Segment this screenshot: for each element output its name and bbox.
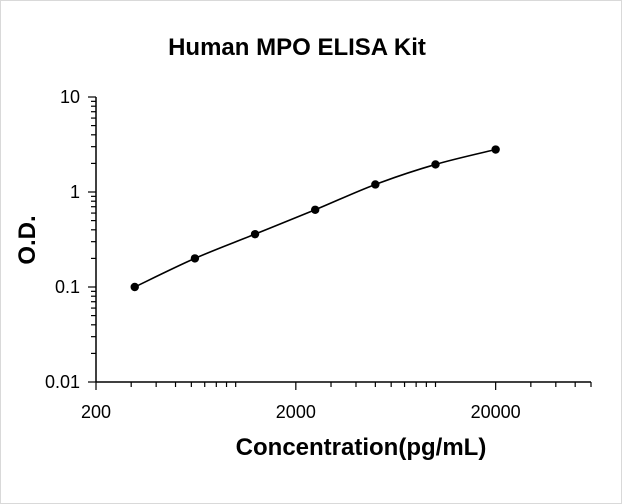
data-point — [190, 254, 200, 263]
axes: 0.01 0.1 1 10 200 2000 20000 — [45, 87, 592, 422]
y-tick-label: 0.01 — [45, 372, 80, 392]
data-point — [130, 282, 139, 292]
data-marks — [130, 145, 500, 292]
data-point — [310, 205, 320, 214]
y-tick-label: 1 — [70, 182, 80, 202]
data-point — [431, 160, 440, 169]
standard-curve-line — [134, 148, 496, 288]
x-axis-title: Concentration(pg/mL) — [236, 434, 487, 461]
data-point — [250, 229, 260, 239]
data-point — [371, 180, 380, 189]
x-tick-label: 20000 — [471, 402, 521, 422]
chart-title: Human MPO ELISA Kit — [168, 34, 426, 61]
x-tick-label: 200 — [81, 402, 111, 422]
y-tick-label: 0.1 — [55, 277, 80, 297]
data-point — [491, 145, 500, 154]
y-axis-title: O.D. — [14, 215, 41, 264]
y-tick-label: 10 — [60, 87, 80, 107]
x-tick-label: 2000 — [276, 402, 316, 422]
